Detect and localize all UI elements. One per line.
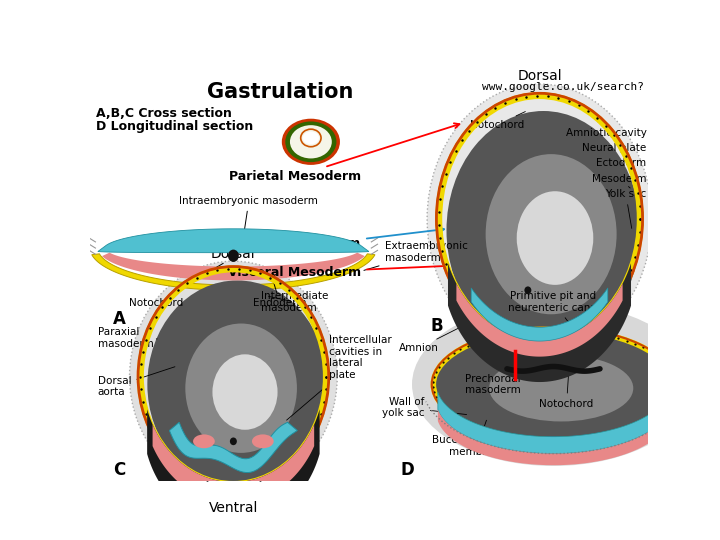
Text: C: C — [113, 461, 125, 480]
Text: Prechordal
masoderm: Prechordal masoderm — [465, 367, 521, 395]
Polygon shape — [448, 264, 631, 382]
Text: Endoderm: Endoderm — [253, 280, 307, 308]
Ellipse shape — [524, 286, 531, 294]
Text: Ventral: Ventral — [523, 363, 572, 377]
Text: Visceral Mesoderm: Visceral Mesoderm — [228, 264, 449, 279]
Text: Endoderm: Endoderm — [290, 227, 444, 250]
Text: Buccopharyngeal
membrane: Buccopharyngeal membrane — [432, 420, 523, 457]
Text: Ectoderm: Ectoderm — [484, 328, 538, 341]
Text: Ectoderm: Ectoderm — [596, 158, 647, 168]
Text: A: A — [113, 309, 126, 328]
Ellipse shape — [485, 154, 616, 314]
Ellipse shape — [148, 280, 327, 488]
Polygon shape — [153, 424, 314, 504]
Text: Mesoderm: Mesoderm — [592, 174, 647, 188]
Polygon shape — [456, 284, 623, 356]
Text: Yolk sac: Yolk sac — [606, 189, 647, 228]
Ellipse shape — [282, 119, 340, 165]
Polygon shape — [147, 409, 320, 527]
Text: Wall of
yolk sac: Wall of yolk sac — [382, 397, 467, 418]
Text: Neural plate: Neural plate — [582, 135, 647, 153]
Ellipse shape — [193, 434, 215, 448]
Polygon shape — [664, 319, 716, 396]
Ellipse shape — [489, 355, 634, 421]
Text: D Longitudinal section: D Longitudinal section — [96, 120, 253, 133]
Polygon shape — [169, 422, 297, 472]
Text: Parietal Mesoderm: Parietal Mesoderm — [229, 123, 459, 183]
Text: Connecting stalk: Connecting stalk — [0, 539, 1, 540]
Text: D: D — [400, 461, 414, 480]
Ellipse shape — [290, 125, 332, 158]
Text: Notochord: Notochord — [469, 112, 526, 130]
Polygon shape — [102, 253, 365, 280]
Ellipse shape — [252, 434, 274, 448]
Polygon shape — [98, 229, 369, 253]
Polygon shape — [438, 409, 669, 465]
Ellipse shape — [517, 191, 593, 285]
Polygon shape — [91, 254, 375, 291]
Ellipse shape — [130, 261, 337, 492]
Text: Intercellular
cavities in
lateral
plate: Intercellular cavities in lateral plate — [287, 335, 392, 420]
Ellipse shape — [433, 329, 674, 440]
Polygon shape — [471, 288, 608, 341]
Text: Gastrulation: Gastrulation — [207, 82, 353, 102]
Text: Amniotic cavity: Amniotic cavity — [566, 120, 647, 138]
Ellipse shape — [185, 323, 297, 453]
Text: A,B,C Cross section: A,B,C Cross section — [96, 107, 232, 120]
Text: Primitive pit and
neurenteric canal: Primitive pit and neurenteric canal — [508, 291, 599, 331]
Text: Cloacal plate
(membrane): Cloacal plate (membrane) — [0, 539, 1, 540]
Ellipse shape — [446, 111, 640, 350]
Text: Intermediate
masoderm: Intermediate masoderm — [261, 291, 328, 313]
Text: www.google.co.uk/search?: www.google.co.uk/search? — [482, 82, 644, 92]
Text: Dorsal: Dorsal — [517, 69, 562, 83]
Text: B: B — [431, 318, 444, 335]
Text: Paraxial
masoderm: Paraxial masoderm — [98, 327, 157, 349]
Text: Notochord: Notochord — [129, 264, 223, 308]
Polygon shape — [438, 393, 669, 454]
Ellipse shape — [302, 131, 319, 144]
Ellipse shape — [228, 249, 239, 262]
Ellipse shape — [230, 437, 237, 445]
Text: Allantois: Allantois — [0, 539, 1, 540]
Text: Extraembryonic
masoderm: Extraembryonic masoderm — [364, 241, 467, 271]
Ellipse shape — [427, 84, 652, 354]
Text: Amnion: Amnion — [399, 318, 479, 353]
Text: Dorsal: Dorsal — [211, 247, 256, 261]
Text: Intraembryonic masoderm: Intraembryonic masoderm — [179, 195, 318, 249]
Text: Dorsal
aorta: Dorsal aorta — [98, 367, 175, 397]
Ellipse shape — [412, 303, 695, 466]
Text: Ventral: Ventral — [209, 502, 258, 515]
Text: Notochord: Notochord — [539, 370, 594, 409]
Ellipse shape — [285, 122, 336, 162]
Ellipse shape — [212, 354, 277, 430]
